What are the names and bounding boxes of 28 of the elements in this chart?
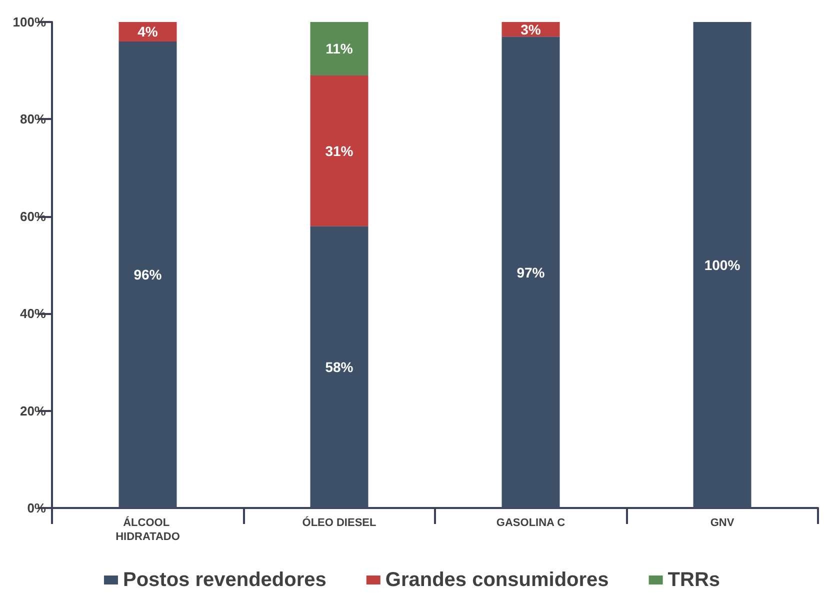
- y-tick-label: 20%: [20, 403, 46, 418]
- x-tick-label: GNV: [710, 517, 735, 529]
- y-tick-label: 40%: [20, 306, 46, 322]
- y-tick-label: 60%: [20, 208, 46, 224]
- data-label: 11%: [326, 40, 354, 57]
- x-tick-label: ÁLCOOL HIDRATADO: [116, 516, 180, 543]
- y-tick-label: 0%: [27, 500, 46, 516]
- data-label: 3%: [520, 21, 542, 38]
- x-tick-label: ÓLEO DIESEL: [302, 516, 376, 529]
- data-label: 97%: [516, 264, 546, 280]
- bar: [310, 75, 368, 226]
- bar: [502, 36, 560, 508]
- data-label: 96%: [134, 266, 162, 283]
- legend-label: Postos revendedores: [122, 569, 326, 591]
- bar: [118, 41, 177, 508]
- bar: [310, 22, 368, 76]
- y-tick-label: 100%: [12, 14, 46, 30]
- legend-label: Grandes consumidores: [385, 569, 609, 591]
- data-label: 4%: [138, 24, 158, 40]
- legend-label: TRRs: [668, 569, 720, 591]
- data-label: 58%: [325, 359, 354, 376]
- data-label: 100%: [704, 257, 741, 273]
- bar: [310, 226, 368, 508]
- bar: [693, 22, 752, 508]
- bar: [118, 22, 177, 42]
- x-tick-label: GASOLINA C: [496, 517, 566, 529]
- y-tick-label: 80%: [20, 112, 46, 127]
- data-label: 31%: [325, 142, 354, 159]
